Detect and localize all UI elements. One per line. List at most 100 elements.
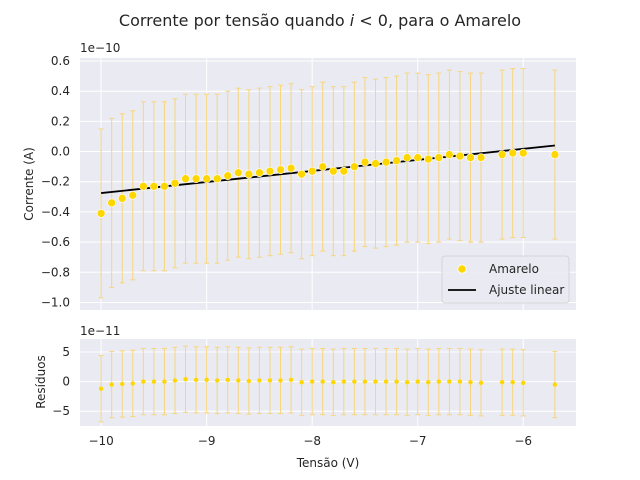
legend-box — [441, 255, 570, 304]
data-point — [255, 168, 264, 177]
residual-point — [394, 379, 399, 384]
data-point — [508, 148, 517, 158]
residual-point — [331, 380, 336, 385]
x-tick-label: −9 — [198, 434, 216, 448]
data-point — [497, 150, 507, 159]
residual-point — [352, 379, 357, 384]
data-point — [202, 174, 211, 184]
x-tick-label: −10 — [88, 434, 113, 448]
main-y-tick-label: 0.0 — [51, 145, 70, 159]
residuals-y-tick-label: −5 — [52, 404, 70, 418]
residual-point — [98, 386, 104, 391]
legend-marker-amarelo — [457, 264, 467, 274]
data-point — [191, 174, 201, 184]
residuals-y-tick-labels: −5 0 5 — [52, 345, 70, 418]
data-point — [550, 150, 560, 159]
main-y-tick-label: −0.6 — [41, 235, 70, 249]
data-point — [139, 181, 148, 191]
data-point — [107, 198, 116, 208]
data-point — [233, 168, 243, 177]
data-point — [307, 166, 317, 176]
data-point — [96, 209, 106, 218]
data-point — [413, 153, 423, 162]
main-y-tick-label: −0.2 — [41, 175, 70, 189]
residuals-y-tick-label: 0 — [62, 375, 70, 389]
data-point — [297, 169, 306, 179]
data-point — [318, 162, 328, 171]
main-y-tick-label: −1.0 — [41, 295, 70, 309]
data-point — [392, 156, 401, 165]
residual-point — [436, 379, 442, 384]
data-point — [160, 181, 169, 191]
residual-point — [510, 380, 515, 385]
data-point — [339, 166, 349, 176]
data-point — [476, 153, 486, 162]
residual-point — [214, 378, 220, 383]
residual-point — [373, 379, 378, 384]
data-point — [328, 166, 338, 176]
residuals-y-tick-label: 5 — [62, 345, 70, 359]
data-point — [170, 178, 180, 188]
title-part-1: Corrente por tensão quando — [119, 11, 350, 30]
main-y-axis-label: Corrente (A) — [22, 147, 36, 221]
residual-point — [257, 378, 262, 383]
residual-point — [552, 382, 558, 387]
title-var: i — [350, 11, 355, 30]
x-tick-label: −6 — [514, 434, 532, 448]
residual-point — [383, 379, 389, 384]
residuals-y-axis-label: Resíduos — [34, 355, 48, 409]
legend-label-amarelo: Amarelo — [489, 262, 539, 276]
data-point — [434, 153, 444, 162]
residuals-y-offset-text: 1e−11 — [80, 324, 120, 338]
residual-point — [415, 379, 420, 384]
data-point — [371, 159, 380, 168]
residual-point — [151, 379, 157, 384]
data-point — [223, 171, 233, 181]
legend: Amarelo Ajuste linear — [441, 255, 570, 304]
main-y-offset-text: 1e−10 — [80, 41, 120, 55]
data-point — [117, 194, 127, 203]
data-point — [276, 165, 285, 174]
data-point — [518, 148, 528, 158]
main-points — [96, 148, 560, 218]
residual-point — [141, 379, 146, 384]
residual-point — [320, 379, 325, 384]
data-point — [350, 162, 359, 171]
x-tick-labels: −10 −9 −8 −7 −6 — [88, 434, 532, 448]
data-point — [149, 181, 159, 191]
data-point — [445, 150, 454, 159]
residual-point — [183, 377, 188, 382]
residual-point — [457, 379, 463, 384]
residual-point — [236, 378, 241, 383]
residual-point — [193, 377, 199, 383]
residual-point — [162, 379, 167, 384]
main-y-tick-label: 0.2 — [51, 114, 70, 128]
residual-point — [404, 380, 410, 385]
residual-point — [521, 380, 526, 385]
main-y-tick-label: 0.4 — [51, 84, 70, 98]
residual-point — [299, 380, 304, 385]
residual-point — [278, 378, 283, 383]
residual-point — [341, 379, 347, 384]
residual-point — [109, 382, 114, 387]
residuals-points — [98, 377, 558, 391]
data-point — [455, 151, 465, 161]
residual-point — [225, 377, 230, 383]
main-y-tick-label: −0.8 — [41, 265, 70, 279]
residual-point — [120, 381, 125, 387]
residual-point — [362, 379, 368, 384]
data-point — [212, 174, 222, 184]
residual-point — [478, 380, 484, 385]
data-point — [423, 154, 433, 164]
residual-point — [309, 379, 315, 384]
residual-point — [246, 378, 252, 384]
chart-title: Corrente por tensão quando i < 0, para o… — [119, 11, 521, 30]
data-point — [128, 191, 138, 200]
main-y-tick-label: 0.6 — [51, 54, 70, 68]
residual-point — [447, 379, 452, 384]
legend-label-fit: Ajuste linear — [489, 283, 564, 297]
residual-point — [172, 378, 178, 383]
data-point — [360, 157, 370, 167]
data-point — [265, 166, 275, 176]
